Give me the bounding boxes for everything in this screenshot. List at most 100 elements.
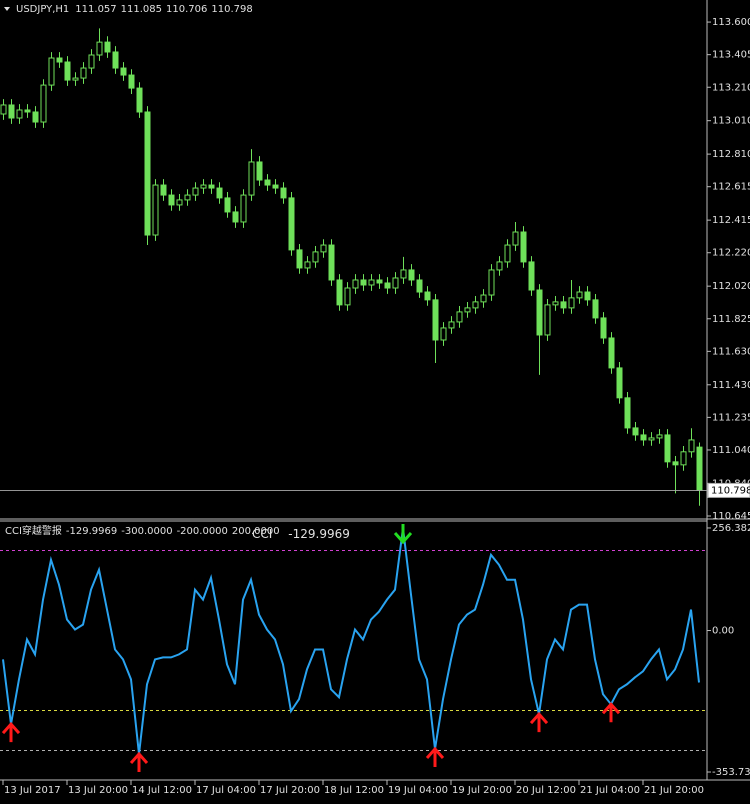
candle-body xyxy=(328,244,335,281)
y-tick-label: 113.600 xyxy=(712,17,750,28)
menu-triangle xyxy=(4,7,10,11)
y-tick-label: 111.825 xyxy=(712,314,750,325)
y-tick-label: 111.040 xyxy=(712,445,750,456)
candle-body xyxy=(592,299,599,319)
candle-body xyxy=(432,299,439,341)
candle-body xyxy=(384,282,391,289)
candle-body xyxy=(232,211,239,223)
x-tick-label: 21 Jul 20:00 xyxy=(644,785,704,796)
candle-body xyxy=(464,307,471,313)
candle-body xyxy=(96,41,103,56)
candle-body xyxy=(520,231,527,263)
level-label: 200.0000 xyxy=(232,526,280,537)
high-value: 111.085 xyxy=(121,4,162,15)
candle-body xyxy=(344,287,351,306)
y-tick-label: 256.3828 xyxy=(712,523,750,534)
candle-body xyxy=(536,289,543,336)
candle-body xyxy=(368,279,375,286)
candle-body xyxy=(248,161,255,196)
cci-value: -129.9969 xyxy=(288,527,350,541)
candle-body xyxy=(584,291,591,301)
x-tick-label: 14 Jul 12:00 xyxy=(132,785,192,796)
candle-body xyxy=(32,111,39,123)
candle-body xyxy=(280,187,287,199)
candle-body xyxy=(256,161,263,181)
candle-body xyxy=(408,269,415,281)
y-tick-label: 110.645 xyxy=(712,511,750,522)
candle-body xyxy=(560,301,567,309)
candle-body xyxy=(104,41,111,53)
y-tick-label: 112.810 xyxy=(712,149,750,160)
candle-body xyxy=(152,184,159,236)
candle-body xyxy=(296,249,303,269)
x-tick-label: 17 Jul 20:00 xyxy=(260,785,320,796)
candle-body xyxy=(640,434,647,441)
open-value: 111.057 xyxy=(75,4,116,15)
candle-body xyxy=(120,67,127,76)
candle-body xyxy=(664,434,671,463)
level-label: -200.0000 xyxy=(177,526,228,537)
candle-body xyxy=(376,279,383,284)
candle-body xyxy=(512,231,519,246)
y-tick-label: 111.630 xyxy=(712,346,750,357)
indicator-name: CCI穿越警报 xyxy=(5,524,62,537)
x-tick-label: 19 Jul 04:00 xyxy=(388,785,448,796)
buy-arrow xyxy=(1,721,21,743)
x-tick-label: 17 Jul 04:00 xyxy=(196,785,256,796)
candle-body xyxy=(160,184,167,196)
candle-body xyxy=(424,291,431,301)
candle-body xyxy=(392,277,399,289)
candle-body xyxy=(672,461,679,466)
candle-body xyxy=(304,261,311,269)
x-tick-label: 21 Jul 04:00 xyxy=(580,785,640,796)
candle-body xyxy=(312,251,319,263)
last-price-box xyxy=(707,482,750,498)
candle-body xyxy=(64,61,71,81)
candle-body xyxy=(600,317,607,339)
candle-body xyxy=(624,397,631,429)
last-price-label: 110.798 xyxy=(711,485,750,496)
symbol: USDJPY,H1 xyxy=(16,4,69,15)
candle-body xyxy=(240,194,247,223)
candle-body xyxy=(552,301,559,306)
y-tick-label: 111.430 xyxy=(712,380,750,391)
candle-body xyxy=(456,311,463,323)
candle-body xyxy=(8,104,15,119)
candle-body xyxy=(144,111,151,236)
cci-header: CCI穿越警报 -129.9969 -300.0000 -200.0000 200.00… xyxy=(5,524,280,537)
y-tick-label: 112.020 xyxy=(712,281,750,292)
candle-body xyxy=(224,197,231,213)
cci-label: CCI -129.9969 xyxy=(252,527,350,541)
buy-arrow xyxy=(601,701,621,723)
y-tick-label: 112.615 xyxy=(712,182,750,193)
candle-body xyxy=(176,199,183,206)
candle-body xyxy=(288,197,295,251)
candle-body xyxy=(616,367,623,399)
candle-body xyxy=(216,187,223,199)
candle-body xyxy=(488,269,495,296)
candle-body xyxy=(680,451,687,466)
candle-body xyxy=(648,437,655,441)
y-tick-label: 0.00 xyxy=(712,626,734,637)
cci-name: CCI xyxy=(252,527,272,541)
candle-body xyxy=(200,184,207,189)
candle-body xyxy=(112,51,119,69)
main-header: USDJPY,H1 111.057 111.085 110.706 110.798 xyxy=(16,4,253,15)
candle-body xyxy=(608,337,615,369)
candle-body xyxy=(0,104,7,115)
candle-body xyxy=(336,279,343,306)
candle-body xyxy=(440,327,447,341)
candle-body xyxy=(24,109,31,113)
x-tick-label: 18 Jul 12:00 xyxy=(324,785,384,796)
candle-body xyxy=(208,184,215,189)
candle-body xyxy=(448,321,455,329)
candle-body xyxy=(360,279,367,286)
candle-body xyxy=(80,67,87,79)
candle-body xyxy=(656,434,663,439)
candle-body xyxy=(88,54,95,69)
candle-body xyxy=(48,57,55,86)
y-tick-label: -353.7362 xyxy=(712,767,750,778)
candle-body xyxy=(184,194,191,201)
